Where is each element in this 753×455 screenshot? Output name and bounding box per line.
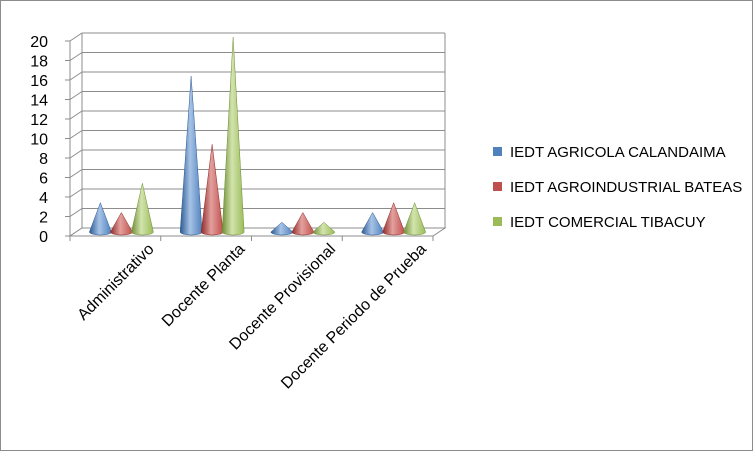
side-grid-12 bbox=[69, 110, 83, 120]
y-tick-label-4: 4 bbox=[39, 190, 48, 207]
y-tick-label-18: 18 bbox=[30, 54, 48, 71]
cone-1-2 bbox=[179, 75, 203, 236]
y-tick-label-20: 20 bbox=[30, 34, 48, 51]
x-category-label-1: Administrativo bbox=[75, 241, 158, 324]
cone-2-3 bbox=[291, 211, 315, 236]
side-grid-2 bbox=[69, 208, 83, 217]
y-tick-label-12: 12 bbox=[30, 112, 48, 129]
legend-item-2: IEDT AGROINDUSTRIAL BATEAS bbox=[493, 176, 743, 199]
side-grid-16 bbox=[69, 71, 83, 81]
legend-label-3: IEDT COMERCIAL TIBACUY bbox=[510, 214, 706, 231]
legend-item-1: IEDT AGRICOLA CALANDAIMA bbox=[493, 141, 743, 164]
y-tick-label-10: 10 bbox=[30, 132, 48, 149]
y-tick-label-2: 2 bbox=[39, 210, 48, 227]
cone-2-2 bbox=[200, 144, 224, 236]
side-grid-4 bbox=[69, 188, 83, 198]
chart-floor bbox=[68, 227, 447, 237]
legend-label-2: IEDT AGROINDUSTRIAL BATEAS bbox=[510, 179, 743, 196]
cone-1-1 bbox=[89, 202, 112, 236]
legend-label-1: IEDT AGRICOLA CALANDAIMA bbox=[510, 144, 726, 161]
y-tick-label-0: 0 bbox=[39, 229, 48, 246]
side-grid-14 bbox=[69, 91, 83, 100]
y-tick-label-14: 14 bbox=[30, 93, 48, 110]
side-grid-6 bbox=[69, 169, 83, 178]
cone-2-4 bbox=[382, 202, 405, 236]
legend-swatch-2 bbox=[493, 182, 502, 191]
x-category-label-4: Docente Periodo de Prueba bbox=[278, 241, 430, 393]
legend: IEDT AGRICOLA CALANDAIMA IEDT AGROINDUST… bbox=[493, 141, 743, 246]
side-grid-20 bbox=[69, 32, 83, 42]
cone-3-2 bbox=[221, 36, 245, 236]
cone-2-1 bbox=[110, 211, 133, 236]
y-tick-label-8: 8 bbox=[39, 151, 48, 168]
cone-3-3 bbox=[312, 221, 336, 236]
x-category-label-2: Docente Planta bbox=[159, 241, 248, 330]
legend-swatch-3 bbox=[493, 217, 502, 226]
side-grid-8 bbox=[69, 149, 83, 159]
cone-3-4 bbox=[403, 202, 426, 236]
cone-1-4 bbox=[361, 211, 384, 236]
cone-3-1 bbox=[131, 183, 154, 236]
side-grid-10 bbox=[69, 130, 83, 139]
legend-item-3: IEDT COMERCIAL TIBACUY bbox=[493, 211, 743, 234]
legend-swatch-1 bbox=[493, 147, 502, 156]
y-tick-label-16: 16 bbox=[30, 73, 48, 90]
y-tick-label-6: 6 bbox=[39, 171, 48, 188]
side-grid-18 bbox=[69, 52, 83, 61]
